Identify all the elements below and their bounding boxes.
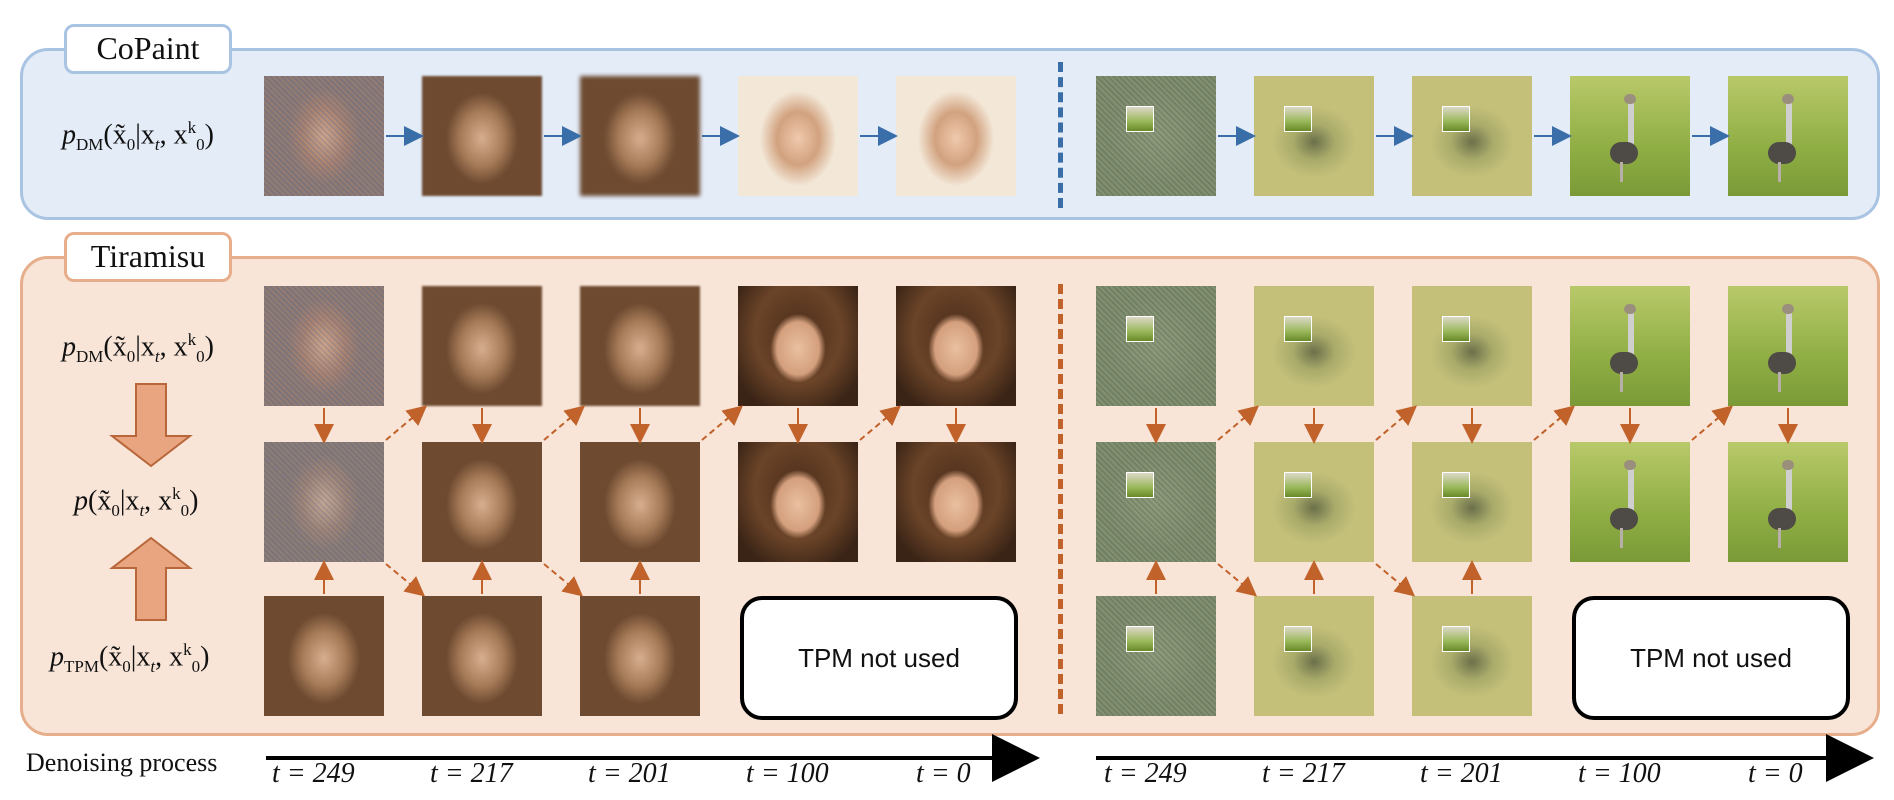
tick-left: t = 0 bbox=[916, 758, 971, 790]
tick-left: t = 201 bbox=[588, 758, 671, 790]
tick-right: t = 249 bbox=[1104, 758, 1187, 790]
diagonal-down-arrow bbox=[1376, 564, 1412, 594]
diagonal-up-arrow bbox=[1376, 408, 1414, 440]
diagonal-down-arrow bbox=[1218, 564, 1254, 594]
denoising-process-label: Denoising process bbox=[26, 748, 217, 778]
tick-right: t = 100 bbox=[1578, 758, 1661, 790]
tick-left: t = 100 bbox=[746, 758, 829, 790]
diagonal-up-arrow bbox=[386, 408, 424, 440]
diagonal-up-arrow bbox=[1692, 408, 1730, 440]
tick-left: t = 217 bbox=[430, 758, 513, 790]
diagonal-up-arrow bbox=[544, 408, 582, 440]
tick-left: t = 249 bbox=[272, 758, 355, 790]
diagonal-up-arrow bbox=[1218, 408, 1256, 440]
diagonal-down-arrow bbox=[386, 564, 422, 594]
diagonal-up-arrow bbox=[860, 408, 898, 440]
diagonal-down-arrow bbox=[544, 564, 580, 594]
diagonal-up-arrow bbox=[1534, 408, 1572, 440]
tick-right: t = 217 bbox=[1262, 758, 1345, 790]
diagonal-up-arrow bbox=[702, 408, 740, 440]
tick-right: t = 0 bbox=[1748, 758, 1803, 790]
tick-right: t = 201 bbox=[1420, 758, 1503, 790]
